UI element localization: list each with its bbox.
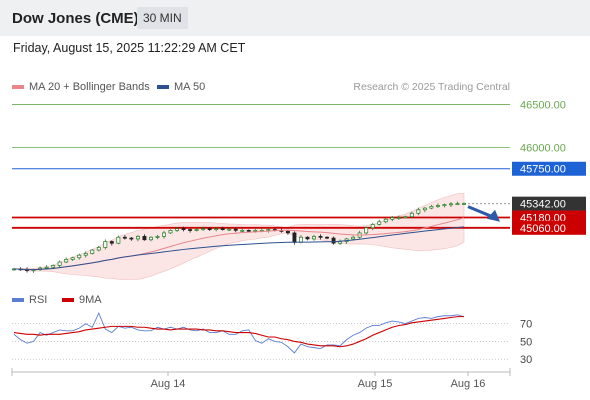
rsi-tick-50: 50 bbox=[520, 336, 532, 348]
level-tag-2 bbox=[512, 161, 586, 176]
candle-body-60 bbox=[403, 216, 408, 219]
candle-body-45 bbox=[305, 236, 310, 240]
legend-rsi: RSI bbox=[12, 294, 47, 306]
candle-body-16 bbox=[116, 236, 121, 244]
interval-button[interactable]: 30 MIN bbox=[137, 7, 188, 29]
level-label-5: 45060.00 bbox=[520, 223, 566, 235]
candle-body-43 bbox=[292, 232, 297, 243]
instrument-title: Dow Jones (CME) bbox=[12, 10, 139, 27]
candle-body-59 bbox=[396, 217, 401, 219]
level-tag-5 bbox=[512, 220, 586, 235]
candle-body-34 bbox=[233, 228, 238, 231]
candle-body-58 bbox=[390, 217, 395, 220]
candle-body-33 bbox=[227, 228, 232, 231]
candle-body-46 bbox=[312, 236, 316, 240]
level-label-0: 46500.00 bbox=[520, 100, 566, 112]
candle-body-61 bbox=[409, 212, 414, 218]
candle-body-20 bbox=[142, 236, 147, 241]
candle-body-68 bbox=[455, 203, 460, 206]
candle-body-12 bbox=[90, 249, 95, 254]
candle-body-44 bbox=[299, 236, 303, 243]
rsi-swatch bbox=[12, 298, 24, 302]
candle-body-63 bbox=[422, 207, 427, 211]
legend-9ma-label: 9MA bbox=[79, 294, 102, 306]
legend-ma20: MA 20 + Bollinger Bands bbox=[12, 81, 150, 93]
candle-body-29 bbox=[201, 228, 206, 231]
candle-body-7 bbox=[57, 261, 62, 266]
candle-body-64 bbox=[429, 206, 434, 209]
legend-9ma: 9MA bbox=[62, 294, 102, 306]
legend-ma50-label: MA 50 bbox=[174, 81, 206, 93]
ma50-swatch bbox=[157, 85, 169, 89]
candle-body-57 bbox=[383, 218, 388, 223]
candle-body-26 bbox=[181, 228, 186, 231]
x-tick-label-1: Aug 15 bbox=[358, 378, 393, 390]
candle-body-18 bbox=[129, 237, 134, 240]
rsi-tick-70: 70 bbox=[520, 319, 532, 331]
candle-body-19 bbox=[135, 236, 140, 240]
candle-body-52 bbox=[351, 236, 356, 240]
candle-body-14 bbox=[103, 241, 108, 248]
candle-body-24 bbox=[168, 230, 173, 234]
candle-body-69 bbox=[462, 203, 466, 205]
candle-body-10 bbox=[77, 254, 82, 259]
candle-body-35 bbox=[240, 230, 245, 232]
candle-body-9 bbox=[70, 257, 75, 260]
ma9-swatch bbox=[62, 298, 74, 302]
candle-body-6 bbox=[51, 265, 56, 268]
candle-body-28 bbox=[194, 229, 199, 231]
header-bar: Dow Jones (CME) 30 MIN bbox=[0, 0, 590, 36]
candle-body-22 bbox=[155, 236, 160, 238]
candle-body-30 bbox=[207, 228, 212, 231]
candle-body-55 bbox=[370, 224, 375, 229]
candle-body-21 bbox=[149, 236, 153, 241]
ma20-swatch bbox=[12, 85, 24, 89]
level-tag-3 bbox=[512, 196, 586, 211]
copyright-note: Research © 2025 Trading Central bbox=[353, 81, 510, 93]
x-tick-label-0: Aug 14 bbox=[151, 378, 186, 390]
legend-ma20-label: MA 20 + Bollinger Bands bbox=[29, 81, 150, 93]
rsi-chart[interactable]: 70 50 30 bbox=[0, 306, 590, 368]
candle-body-5 bbox=[44, 266, 49, 269]
candle-body-15 bbox=[109, 241, 114, 244]
candle-body-8 bbox=[64, 259, 69, 263]
ma50-line bbox=[13, 226, 465, 271]
candle-body-48 bbox=[325, 236, 329, 239]
candle-body-25 bbox=[175, 228, 179, 231]
candle-body-47 bbox=[318, 236, 323, 238]
candle-body-13 bbox=[96, 247, 101, 251]
bollinger-band bbox=[13, 192, 465, 280]
candle-body-62 bbox=[416, 209, 421, 214]
candle-body-42 bbox=[285, 230, 290, 234]
x-tick-label-2: Aug 16 bbox=[451, 378, 486, 390]
rsi-tick-30: 30 bbox=[520, 354, 532, 366]
candle-body-56 bbox=[377, 221, 382, 225]
level-label-3: 45342.00 bbox=[520, 199, 566, 211]
candle-body-31 bbox=[214, 228, 219, 231]
price-chart[interactable]: 46500.0046000.0045750.0045342.0045180.00… bbox=[0, 96, 590, 286]
rsi-series-9MA bbox=[13, 316, 464, 348]
forecast-arrow-head bbox=[487, 209, 500, 222]
candle-body-49 bbox=[331, 237, 336, 244]
legend-ma50: MA 50 bbox=[157, 81, 205, 93]
candle-body-36 bbox=[246, 230, 251, 232]
legend-rsi-label: RSI bbox=[29, 294, 48, 306]
level-label-2: 45750.00 bbox=[520, 164, 566, 176]
candle-body-39 bbox=[266, 229, 271, 231]
x-axis: Aug 14 Aug 15 Aug 16 bbox=[11, 368, 511, 390]
level-label-1: 46000.00 bbox=[520, 142, 566, 154]
candle-body-67 bbox=[449, 203, 453, 206]
candle-body-11 bbox=[83, 253, 88, 256]
candle-body-54 bbox=[364, 227, 369, 234]
candle-body-23 bbox=[162, 232, 166, 237]
candle-body-17 bbox=[122, 236, 127, 239]
candle-body-32 bbox=[220, 228, 225, 231]
candle-body-65 bbox=[435, 205, 440, 207]
candle-body-66 bbox=[442, 204, 447, 207]
candle-body-27 bbox=[188, 229, 193, 231]
timestamp: Friday, August 15, 2025 11:22:29 AM CET bbox=[13, 41, 246, 55]
candle-body-37 bbox=[253, 230, 258, 232]
